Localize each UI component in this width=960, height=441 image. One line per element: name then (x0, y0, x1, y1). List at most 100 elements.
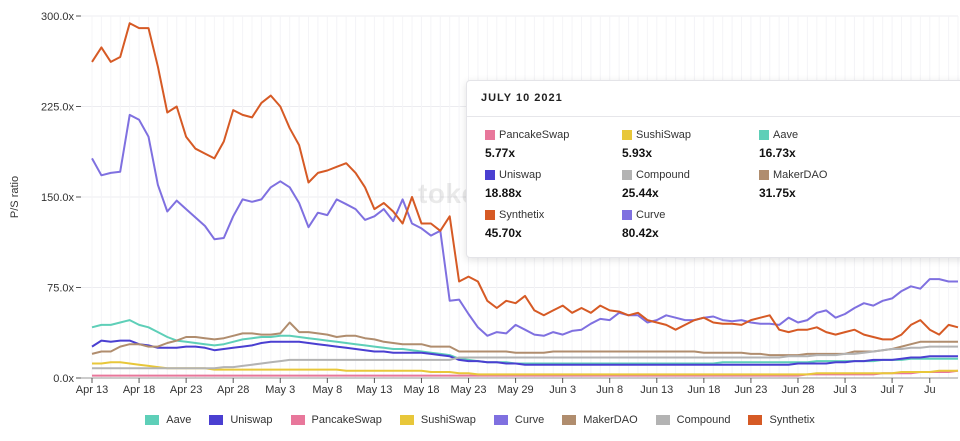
tooltip-item-label: PancakeSwap (499, 129, 570, 141)
tooltip-swatch (622, 170, 632, 180)
series-line-compound (92, 345, 958, 370)
x-tick-label: Jun 8 (596, 384, 623, 396)
x-tick-label: Ju (924, 384, 936, 396)
tooltip-item-value: 31.75x (759, 186, 796, 200)
x-tick-label: Jun 3 (549, 384, 576, 396)
tooltip-item-value: 25.44x (622, 186, 659, 200)
tooltip-item-label: Uniswap (499, 169, 542, 181)
legend-item-pancakeswap[interactable]: PancakeSwap (290, 414, 382, 426)
series-lines (91, 22, 959, 377)
tooltip-item-name: Aave (759, 129, 889, 141)
tooltip-item-label: Compound (636, 169, 690, 181)
tooltip-item-name: Curve (622, 209, 752, 221)
x-tick-label: Jun 18 (687, 384, 720, 396)
legend-swatch (145, 415, 160, 425)
legend-label: Synthetix (769, 414, 815, 426)
tooltip-swatch (485, 210, 495, 220)
tooltip-item-label: Synthetix (499, 209, 545, 221)
tooltip-item-label: Curve (636, 209, 666, 221)
tooltip-item-name: Uniswap (485, 169, 615, 181)
legend-label: Uniswap (230, 414, 273, 426)
legend-label: Compound (676, 414, 731, 426)
tooltip-swatch (485, 130, 495, 140)
legend-swatch (748, 415, 763, 425)
tooltip-item: SushiSwap 5.93x (622, 129, 752, 160)
legend-item-synthetix[interactable]: Synthetix (748, 414, 815, 426)
tooltip-item-value: 45.70x (485, 226, 522, 240)
tooltip-item-label: MakerDAO (773, 169, 828, 181)
x-tick-label: May 18 (403, 384, 439, 396)
x-tick-label: Apr 18 (123, 384, 155, 396)
tooltip-swatch (622, 210, 632, 220)
x-tick-label: May 8 (312, 384, 342, 396)
legend-swatch (655, 415, 670, 425)
tooltip-item-value: 80.42x (622, 226, 659, 240)
x-tick-label: Jun 13 (640, 384, 673, 396)
x-tick-label: Jul 3 (833, 384, 856, 396)
tooltip-date: JULY 10 2021 (481, 92, 563, 104)
tooltip-item-value: 16.73x (759, 146, 796, 160)
legend-swatch (562, 415, 577, 425)
tooltip-swatch (622, 130, 632, 140)
legend-label: Aave (166, 414, 192, 426)
tooltip-swatch (759, 170, 769, 180)
legend-item-sushiswap[interactable]: SushiSwap (399, 414, 476, 426)
tooltip-item-value: 18.88x (485, 186, 522, 200)
tooltip-item: Curve 80.42x (622, 209, 752, 240)
legend-item-aave[interactable]: Aave (145, 414, 191, 426)
x-tick-label: May 13 (356, 384, 392, 396)
tooltip-item-value: 5.93x (622, 146, 653, 160)
tooltip-swatch (759, 130, 769, 140)
tooltip-item: MakerDAO 31.75x (759, 169, 889, 200)
tooltip-item-name: MakerDAO (759, 169, 889, 181)
legend-item-curve[interactable]: Curve (493, 414, 545, 426)
tooltip-item: PancakeSwap 5.77x (485, 129, 615, 160)
y-tick-label: 300.0x (41, 11, 75, 23)
tooltip-item-name: PancakeSwap (485, 129, 615, 141)
tooltip-item-name: Synthetix (485, 209, 615, 221)
tooltip-item-label: SushiSwap (636, 129, 692, 141)
series-line-makerdao (91, 321, 958, 357)
legend-swatch (399, 415, 414, 425)
tooltip-item-name: Compound (622, 169, 752, 181)
tooltip-item: Aave 16.73x (759, 129, 889, 160)
legend-label: MakerDAO (583, 414, 638, 426)
series-line-synthetix (91, 22, 959, 341)
tooltip: JULY 10 2021 PancakeSwap 5.77x SushiSwap 5.… (466, 80, 960, 258)
x-tick-label: Apr 23 (170, 384, 202, 396)
x-tick-label: Jun 28 (781, 384, 814, 396)
x-tick-label: Apr 13 (76, 384, 108, 396)
legend-label: SushiSwap (420, 414, 476, 426)
y-tick-label: 0.0x (53, 373, 74, 385)
y-tick-label: 150.0x (41, 192, 75, 204)
series-line-aave (91, 319, 958, 365)
y-axis: 0.0x 75.0x 150.0x 225.0x 300.0x (41, 11, 81, 385)
tooltip-item-name: SushiSwap (622, 129, 752, 141)
series-line-uniswap (91, 339, 958, 366)
y-axis-label: P/S ratio (9, 176, 21, 218)
tooltip-item: Uniswap 18.88x (485, 169, 615, 200)
legend-swatch (493, 415, 508, 425)
x-tick-label: Jul 7 (880, 384, 903, 396)
x-tick-label: May 3 (265, 384, 295, 396)
tooltip-item: Compound 25.44x (622, 169, 752, 200)
series-line-curve (91, 113, 958, 337)
legend-item-compound[interactable]: Compound (655, 414, 731, 426)
legend: Aave Uniswap PancakeSwap SushiSwap Curve Make… (0, 414, 960, 426)
legend-label: PancakeSwap (311, 414, 382, 426)
tooltip-swatch (485, 170, 495, 180)
y-tick-label: 75.0x (47, 283, 74, 295)
x-tick-label: May 23 (450, 384, 486, 396)
tooltip-item: Synthetix 45.70x (485, 209, 615, 240)
x-tick-label: May 29 (498, 384, 534, 396)
x-axis: Apr 13 Apr 18 Apr 23 Apr 28 May 3 May 8 May 13… (76, 377, 958, 396)
y-tick-label: 225.0x (41, 102, 75, 114)
legend-item-uniswap[interactable]: Uniswap (209, 414, 273, 426)
legend-label: Curve (514, 414, 545, 426)
legend-swatch (290, 415, 305, 425)
tooltip-item-value: 5.77x (485, 146, 516, 160)
legend-item-makerdao[interactable]: MakerDAO (562, 414, 638, 426)
tooltip-divider (467, 116, 960, 117)
legend-swatch (209, 415, 224, 425)
